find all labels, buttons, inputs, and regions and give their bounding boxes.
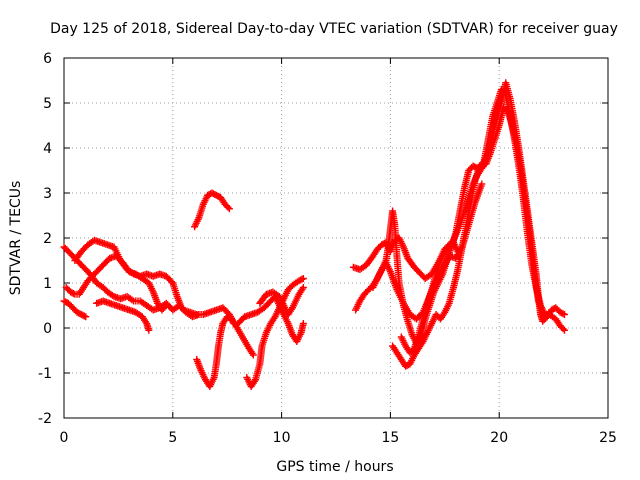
data-point-marker — [162, 302, 170, 309]
axis-ticks: 0 5 10 15 20 25 -2 -1 0 1 2 3 4 5 6 — [38, 51, 617, 446]
series-track-6 — [191, 189, 233, 231]
series-track-11 — [256, 284, 307, 318]
data-point-marker — [559, 310, 567, 318]
x-tick-label: 0 — [60, 430, 69, 446]
x-tick-label: 25 — [599, 430, 617, 446]
data-point-marker — [224, 203, 232, 211]
chart-title: Day 125 of 2018, Sidereal Day-to-day VTE… — [50, 21, 618, 37]
series-track-14 — [389, 86, 549, 370]
y-tick-label: 4 — [43, 141, 52, 157]
y-tick-label: 3 — [43, 186, 52, 202]
data-point-marker — [161, 303, 169, 311]
y-tick-label: 2 — [43, 231, 52, 247]
data-point-marker — [299, 284, 307, 291]
x-tick-label: 5 — [168, 430, 177, 446]
data-point-marker — [69, 290, 77, 297]
data-point-marker — [500, 89, 508, 96]
data-point-marker — [249, 351, 257, 359]
x-tick-label: 10 — [273, 430, 291, 446]
y-tick-label: -2 — [38, 411, 52, 427]
y-tick-label: 5 — [43, 96, 52, 112]
y-tick-label: 1 — [43, 276, 52, 292]
data-point-marker — [299, 320, 307, 327]
data-point-marker — [454, 248, 462, 255]
data-point-marker — [560, 326, 568, 334]
x-tick-label: 20 — [490, 430, 508, 446]
series-track-3 — [60, 297, 90, 321]
series-track-8 — [193, 313, 238, 390]
data-point-marker — [298, 275, 306, 283]
data-point-marker — [225, 205, 233, 213]
y-tick-label: 0 — [43, 321, 52, 337]
data-point-marker — [229, 318, 237, 326]
data-point-marker — [128, 296, 136, 304]
data-point-marker — [82, 313, 90, 321]
series-track-9 — [243, 275, 307, 390]
series-track-16 — [397, 239, 462, 357]
data-points — [60, 79, 568, 390]
data-point-marker — [541, 311, 549, 318]
data-point-marker — [145, 326, 153, 334]
y-tick-label: 6 — [43, 51, 52, 67]
data-point-marker — [560, 311, 568, 318]
data-point-marker — [479, 159, 487, 167]
x-axis-label: GPS time / hours — [276, 459, 393, 475]
data-point-marker — [478, 180, 486, 188]
y-axis-label: SDTVAR / TECUs — [8, 181, 24, 296]
data-point-marker — [299, 275, 307, 282]
series-track-5 — [93, 297, 153, 334]
data-point-marker — [80, 312, 88, 320]
series-track-10 — [234, 293, 307, 345]
y-tick-label: -1 — [38, 366, 52, 382]
data-point-marker — [559, 325, 567, 333]
x-tick-label: 15 — [381, 430, 399, 446]
